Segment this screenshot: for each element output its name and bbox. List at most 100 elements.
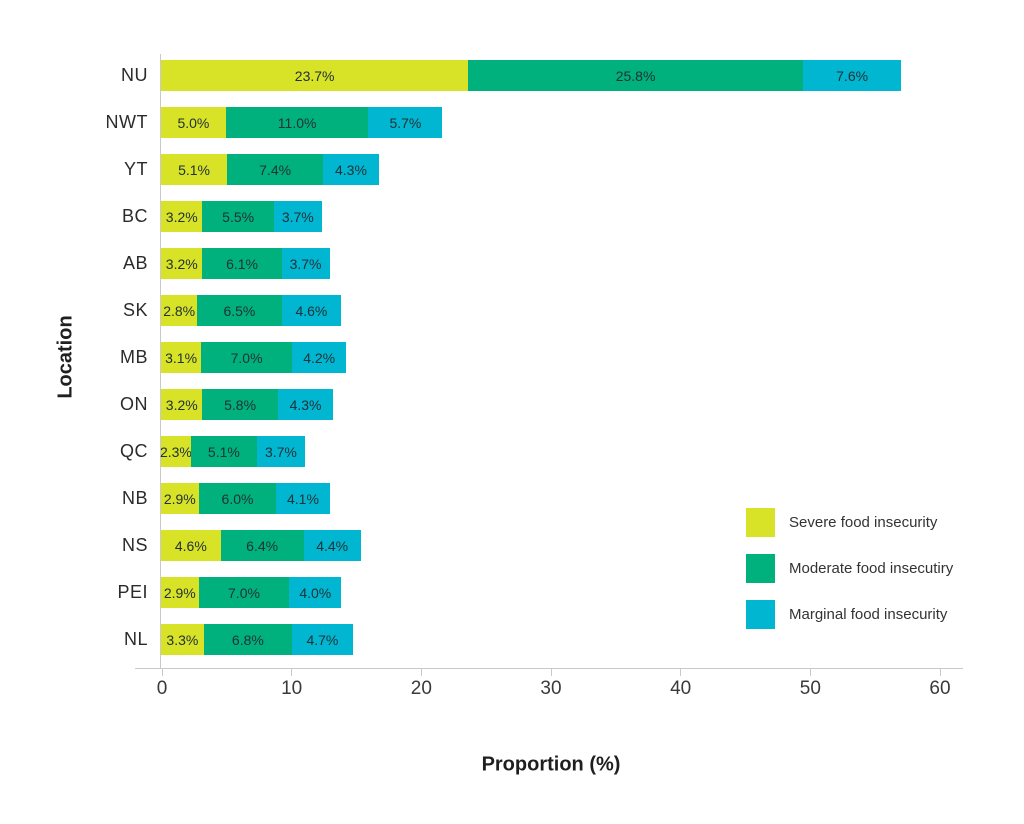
x-tick-40 (680, 668, 682, 676)
bar-value-label: 6.5% (223, 302, 256, 319)
legend-swatch-marginal (746, 600, 775, 629)
bar-segment-severe-ab: 3.2% (161, 248, 203, 279)
bar-segment-marginal-nl: 4.7% (291, 624, 353, 655)
x-tick-30 (550, 668, 552, 676)
bar-value-label: 4.3% (289, 396, 322, 413)
x-tick-60 (939, 668, 941, 676)
bar-value-label: 6.1% (226, 255, 258, 272)
bar-value-label: 3.2% (165, 396, 198, 413)
bar-value-label: 5.7% (389, 114, 422, 131)
x-tick-label-10: 10 (281, 678, 303, 699)
bar-segment-moderate-nu: 25.8% (468, 60, 803, 91)
bar-segment-marginal-mb: 4.2% (291, 342, 347, 373)
bar-segment-marginal-ab: 3.7% (281, 248, 330, 279)
category-label-yt: YT (123, 159, 148, 179)
bar-segment-moderate-pei: 7.0% (198, 577, 290, 608)
bar-value-label: 2.3% (159, 443, 192, 460)
category-label-nb: NB (121, 488, 148, 508)
legend-item-marginal: Marginal food insecurity (746, 600, 953, 629)
bar-segment-severe-bc: 3.2% (161, 201, 203, 232)
bar-segment-severe-nb: 2.9% (161, 483, 199, 514)
y-axis-line (160, 54, 161, 668)
x-tick-10 (291, 668, 293, 676)
bar-value-label: 5.1% (178, 161, 211, 178)
x-tick-label-0: 0 (156, 678, 168, 699)
category-label-qc: QC (120, 441, 148, 461)
bar-segment-marginal-on: 4.3% (277, 389, 334, 420)
bar-segment-moderate-bc: 5.5% (202, 201, 274, 232)
legend-label: Marginal food insecurity (789, 606, 948, 623)
x-tick-50 (809, 668, 811, 676)
category-label-ab: AB (122, 253, 148, 273)
bar-segment-marginal-sk: 4.6% (281, 295, 342, 326)
bar-value-label: 5.1% (207, 443, 240, 460)
bar-segment-severe-pei: 2.9% (161, 577, 199, 608)
x-axis-title: Proportion (%) (481, 753, 621, 776)
bar-segment-marginal-nu: 7.6% (802, 60, 902, 91)
bar-segment-severe-ns: 4.6% (161, 530, 221, 561)
bar-value-label: 5.0% (177, 114, 210, 131)
bar-value-label: 7.0% (230, 349, 263, 366)
bar-segment-moderate-on: 5.8% (202, 389, 278, 420)
bar-value-label: 2.9% (163, 490, 196, 507)
bar-segment-marginal-nwt: 5.7% (368, 107, 443, 138)
category-label-nl: NL (123, 629, 148, 649)
bar-value-label: 4.2% (303, 349, 336, 366)
legend-item-moderate: Moderate food insecutiry (746, 554, 953, 583)
x-tick-label-60: 60 (929, 678, 951, 699)
bar-value-label: 3.7% (264, 443, 297, 460)
category-label-mb: MB (120, 347, 148, 367)
bar-value-label: 4.0% (299, 584, 332, 601)
category-label-pei: PEI (117, 582, 148, 602)
bar-value-label: 3.2% (165, 208, 198, 225)
category-label-bc: BC (121, 206, 148, 226)
category-label-nu: NU (121, 65, 148, 85)
legend-item-severe: Severe food insecurity (746, 508, 953, 537)
bar-segment-moderate-yt: 7.4% (227, 154, 324, 185)
bar-value-label: 6.4% (246, 537, 279, 554)
bar-segment-severe-nl: 3.3% (161, 624, 204, 655)
bar-value-label: 7.0% (228, 584, 260, 601)
bar-segment-moderate-nl: 6.8% (203, 624, 292, 655)
bar-segment-severe-mb: 3.1% (161, 342, 202, 373)
bar-segment-moderate-nb: 6.0% (198, 483, 277, 514)
bar-value-label: 5.5% (222, 208, 255, 225)
bar-segment-marginal-ns: 4.4% (303, 530, 361, 561)
legend-swatch-severe (746, 508, 775, 537)
bar-value-label: 23.7% (294, 67, 335, 84)
bar-value-label: 7.4% (259, 161, 292, 178)
category-label-on: ON (120, 394, 148, 414)
legend: Severe food insecurity Moderate food inse… (746, 508, 953, 646)
bar-segment-severe-sk: 2.8% (161, 295, 198, 326)
category-label-nwt: NWT (105, 112, 148, 132)
x-tick-label-20: 20 (410, 678, 432, 699)
bar-value-label: 4.7% (306, 631, 339, 648)
bar-segment-moderate-ab: 6.1% (202, 248, 282, 279)
bar-value-label: 7.6% (836, 67, 869, 84)
bar-value-label: 3.7% (281, 208, 314, 225)
bar-segment-moderate-sk: 6.5% (197, 295, 282, 326)
bar-segment-severe-qc: 2.3% (159, 436, 192, 467)
bar-value-label: 4.6% (174, 537, 207, 554)
legend-label: Severe food insecurity (789, 514, 938, 531)
category-label-ns: NS (121, 535, 148, 555)
bar-segment-moderate-ns: 6.4% (220, 530, 304, 561)
bar-segment-moderate-nwt: 11.0% (225, 107, 369, 138)
bar-segment-severe-on: 3.2% (161, 389, 203, 420)
bar-value-label: 3.3% (166, 631, 199, 648)
bar-value-label: 3.2% (165, 255, 198, 272)
bar-value-label: 6.0% (221, 490, 254, 507)
bar-value-label: 25.8% (615, 67, 656, 84)
bar-segment-marginal-pei: 4.0% (289, 577, 342, 608)
bar-value-label: 5.8% (224, 396, 257, 413)
bar-segment-severe-nu: 23.7% (161, 60, 469, 91)
x-tick-label-50: 50 (799, 678, 821, 699)
legend-swatch-moderate (746, 554, 775, 583)
bar-value-label: 2.9% (163, 584, 196, 601)
bar-value-label: 6.8% (231, 631, 264, 648)
category-label-sk: SK (122, 300, 148, 320)
x-axis-line (135, 668, 963, 669)
bar-value-label: 2.8% (163, 302, 196, 319)
bar-value-label: 3.7% (289, 255, 322, 272)
